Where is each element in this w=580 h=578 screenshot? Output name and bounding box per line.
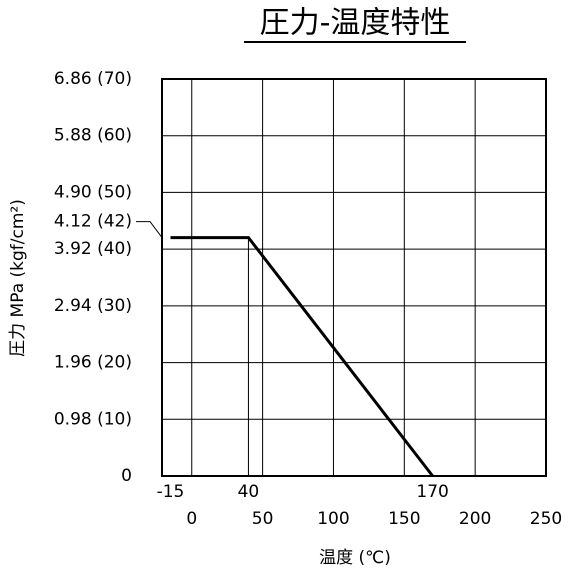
x-tick-label: 200 bbox=[459, 509, 491, 529]
plot-frame bbox=[161, 78, 547, 477]
x-tick-label: 0 bbox=[186, 509, 197, 529]
y-tick-label: 2.94 (30) bbox=[54, 296, 132, 316]
y-axis-label: 圧力 MPa (kgf/cm²) bbox=[8, 199, 28, 357]
y-tick-label: 0.98 (10) bbox=[54, 409, 132, 429]
leader-line bbox=[136, 221, 163, 238]
x-tick-label-secondary: -15 bbox=[157, 482, 185, 502]
x-tick-label: 50 bbox=[252, 509, 274, 529]
y-tick-label: 4.12 (42) bbox=[54, 212, 132, 232]
x-tick-label: 150 bbox=[388, 509, 420, 529]
y-tick-label: 1.96 (20) bbox=[54, 353, 132, 373]
x-tick-label: 100 bbox=[317, 509, 349, 529]
y-tick-label: 0 bbox=[121, 466, 132, 486]
x-tick-label: 250 bbox=[530, 509, 562, 529]
y-tick-label: 5.88 (60) bbox=[54, 126, 132, 146]
x-tick-label-secondary: 170 bbox=[416, 482, 448, 502]
y-tick-label: 6.86 (70) bbox=[54, 69, 132, 89]
y-tick-label: 4.90 (50) bbox=[54, 182, 132, 202]
x-axis-label: 温度 (℃) bbox=[319, 548, 391, 568]
data-line bbox=[170, 236, 434, 477]
chart-title: 圧力-温度特性 bbox=[260, 6, 451, 41]
y-tick-label: 3.92 (40) bbox=[54, 239, 132, 259]
x-tick-label-secondary: 40 bbox=[238, 482, 260, 502]
